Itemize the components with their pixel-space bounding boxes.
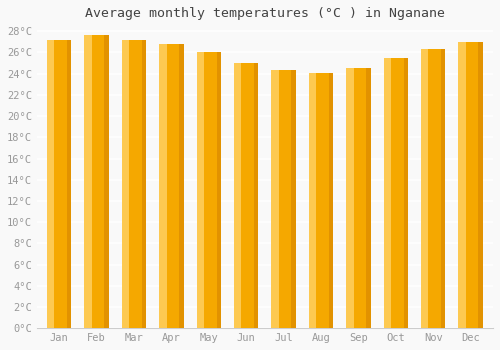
Bar (216, 52, 221, 328)
Bar (346, 68, 370, 328)
Bar (47, 40, 54, 328)
Title: Average monthly temperatures (°C ) in Nganane: Average monthly temperatures (°C ) in Ng… (85, 7, 445, 20)
Bar (84, 35, 109, 328)
Bar (404, 58, 408, 328)
Bar (384, 58, 408, 328)
Bar (67, 40, 71, 328)
Bar (179, 44, 184, 328)
Bar (196, 52, 221, 328)
Bar (160, 44, 184, 328)
Bar (309, 72, 316, 328)
Bar (272, 70, 279, 328)
Bar (47, 40, 72, 328)
Bar (366, 68, 370, 328)
Bar (421, 49, 428, 328)
Bar (441, 49, 446, 328)
Bar (421, 49, 446, 328)
Bar (196, 52, 204, 328)
Bar (84, 35, 92, 328)
Bar (458, 42, 483, 328)
Bar (346, 68, 354, 328)
Bar (104, 35, 109, 328)
Bar (272, 70, 296, 328)
Bar (458, 42, 466, 328)
Bar (384, 58, 391, 328)
Bar (122, 40, 129, 328)
Bar (254, 63, 258, 328)
Bar (329, 72, 333, 328)
Bar (142, 40, 146, 328)
Bar (478, 42, 483, 328)
Bar (309, 72, 333, 328)
Bar (122, 40, 146, 328)
Bar (234, 63, 241, 328)
Bar (292, 70, 296, 328)
Bar (234, 63, 258, 328)
Bar (160, 44, 166, 328)
